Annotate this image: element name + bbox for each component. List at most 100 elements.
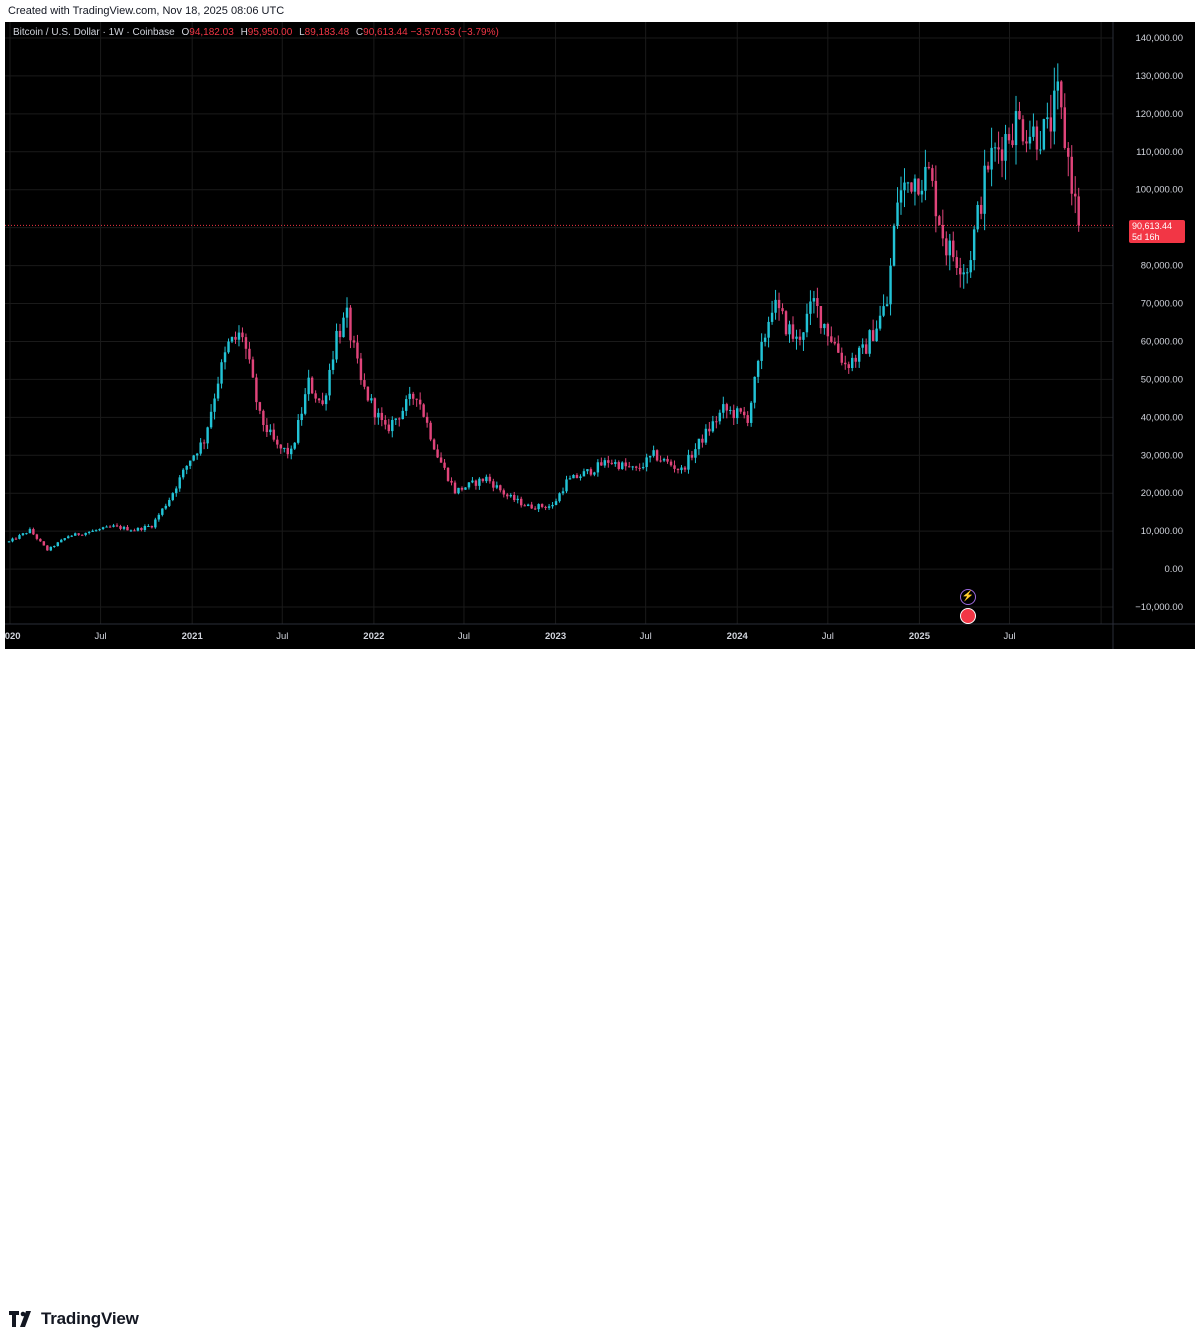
candle-down: [398, 418, 401, 420]
candle-down: [499, 485, 502, 491]
candle-down: [453, 482, 457, 494]
close-label: C: [355, 27, 364, 38]
candle-up: [1039, 149, 1042, 151]
candle-up: [736, 408, 739, 419]
candle-down: [286, 447, 289, 455]
candle-up: [645, 457, 648, 468]
candle-down: [108, 526, 112, 528]
candle-up: [216, 383, 220, 399]
candle-down: [739, 408, 742, 412]
candle-down: [1007, 134, 1011, 141]
candle-down: [39, 538, 42, 542]
low-value: 89,183.48: [304, 27, 350, 38]
candle-down: [77, 533, 80, 535]
candle-down: [1035, 126, 1039, 150]
candle-up: [67, 536, 70, 539]
tradingview-logo-icon: [9, 1311, 31, 1327]
candle-up: [551, 504, 554, 507]
chart-legend: Bitcoin / U.S. Dollar · 1W · Coinbase O9…: [13, 27, 499, 38]
candle-up: [641, 467, 645, 469]
candle-up: [91, 530, 94, 532]
candle-down: [676, 468, 680, 471]
candle-down: [338, 330, 342, 338]
candle-down: [506, 494, 509, 497]
candle-down: [363, 380, 366, 387]
candle-up: [969, 260, 972, 273]
candle-up: [547, 506, 551, 508]
candle-down: [488, 476, 492, 482]
y-tick-label: 100,000.00: [1135, 185, 1183, 196]
candle-up: [1056, 81, 1060, 91]
candle-down: [617, 462, 620, 469]
price-chart[interactable]: 140,000.00 130,000.00 120,000.00 110,000.00…: [5, 22, 1195, 649]
x-tick-label: 2022: [363, 631, 384, 642]
candle-up: [7, 541, 11, 543]
candle-up: [976, 204, 979, 230]
y-tick-label: 30,000.00: [1141, 450, 1183, 461]
candle-up: [182, 469, 185, 478]
candle-up: [143, 526, 147, 530]
candle-down: [934, 180, 938, 217]
candle-up: [168, 500, 171, 506]
candle-up: [631, 466, 634, 468]
candle-up: [164, 505, 168, 509]
candle-down: [945, 238, 948, 256]
candle-up: [178, 477, 181, 489]
candle-up: [896, 202, 899, 226]
candle-down: [443, 462, 446, 468]
candle-up: [464, 487, 467, 490]
candle-up: [94, 530, 98, 532]
candle-down: [474, 480, 478, 486]
last-price-value: 90,613.44: [1132, 221, 1173, 231]
lightning-icon[interactable]: ⚡: [960, 589, 976, 605]
candle-down: [384, 420, 387, 425]
candle-down: [502, 490, 506, 495]
chart-area[interactable]: 140,000.00 130,000.00 120,000.00 110,000.00…: [5, 22, 1195, 649]
candle-down: [450, 480, 453, 483]
y-tick-label: 80,000.00: [1141, 261, 1183, 272]
candle-up: [220, 362, 223, 384]
candle-down: [819, 306, 823, 329]
candle-up: [579, 476, 582, 478]
candle-up: [993, 147, 997, 149]
candle-down: [150, 526, 154, 528]
candle-down: [1049, 117, 1053, 132]
candle-down: [669, 461, 673, 466]
candle-up: [296, 420, 300, 443]
candle-down: [659, 460, 662, 462]
candle-down: [436, 449, 439, 458]
candle-up: [652, 450, 655, 456]
candle-up: [763, 337, 767, 342]
candle-up: [962, 272, 965, 275]
candle-down: [429, 422, 432, 440]
candle-down: [14, 538, 18, 540]
tradingview-logo[interactable]: TradingView: [9, 1309, 139, 1329]
candle-down: [530, 504, 533, 509]
bar-countdown: 5d 16h: [1132, 232, 1160, 242]
candle-down: [854, 357, 857, 362]
candle-down: [997, 147, 1000, 150]
x-tick-label: 2024: [727, 631, 749, 642]
us-flag-icon[interactable]: [960, 608, 976, 624]
candle-down: [373, 398, 377, 418]
y-tick-label: 10,000.00: [1141, 526, 1183, 537]
candle-down: [610, 462, 614, 464]
candle-up: [662, 458, 666, 461]
y-tick-label: −10,000.00: [1135, 602, 1183, 613]
candle-up: [509, 494, 512, 497]
candle-up: [596, 462, 600, 473]
candle-up: [722, 404, 725, 413]
y-tick-label: 40,000.00: [1141, 412, 1183, 423]
candle-down: [1077, 196, 1080, 226]
candle-up: [680, 467, 683, 471]
candle-down: [126, 526, 129, 531]
candle-up: [648, 455, 652, 458]
candle-down: [349, 307, 352, 341]
candle-up: [704, 428, 708, 443]
candle-down: [513, 494, 516, 501]
candle-down: [938, 216, 941, 226]
candle-down: [314, 393, 317, 399]
candle-down: [540, 504, 544, 507]
candle-up: [105, 526, 108, 528]
candle-up: [1032, 126, 1035, 137]
